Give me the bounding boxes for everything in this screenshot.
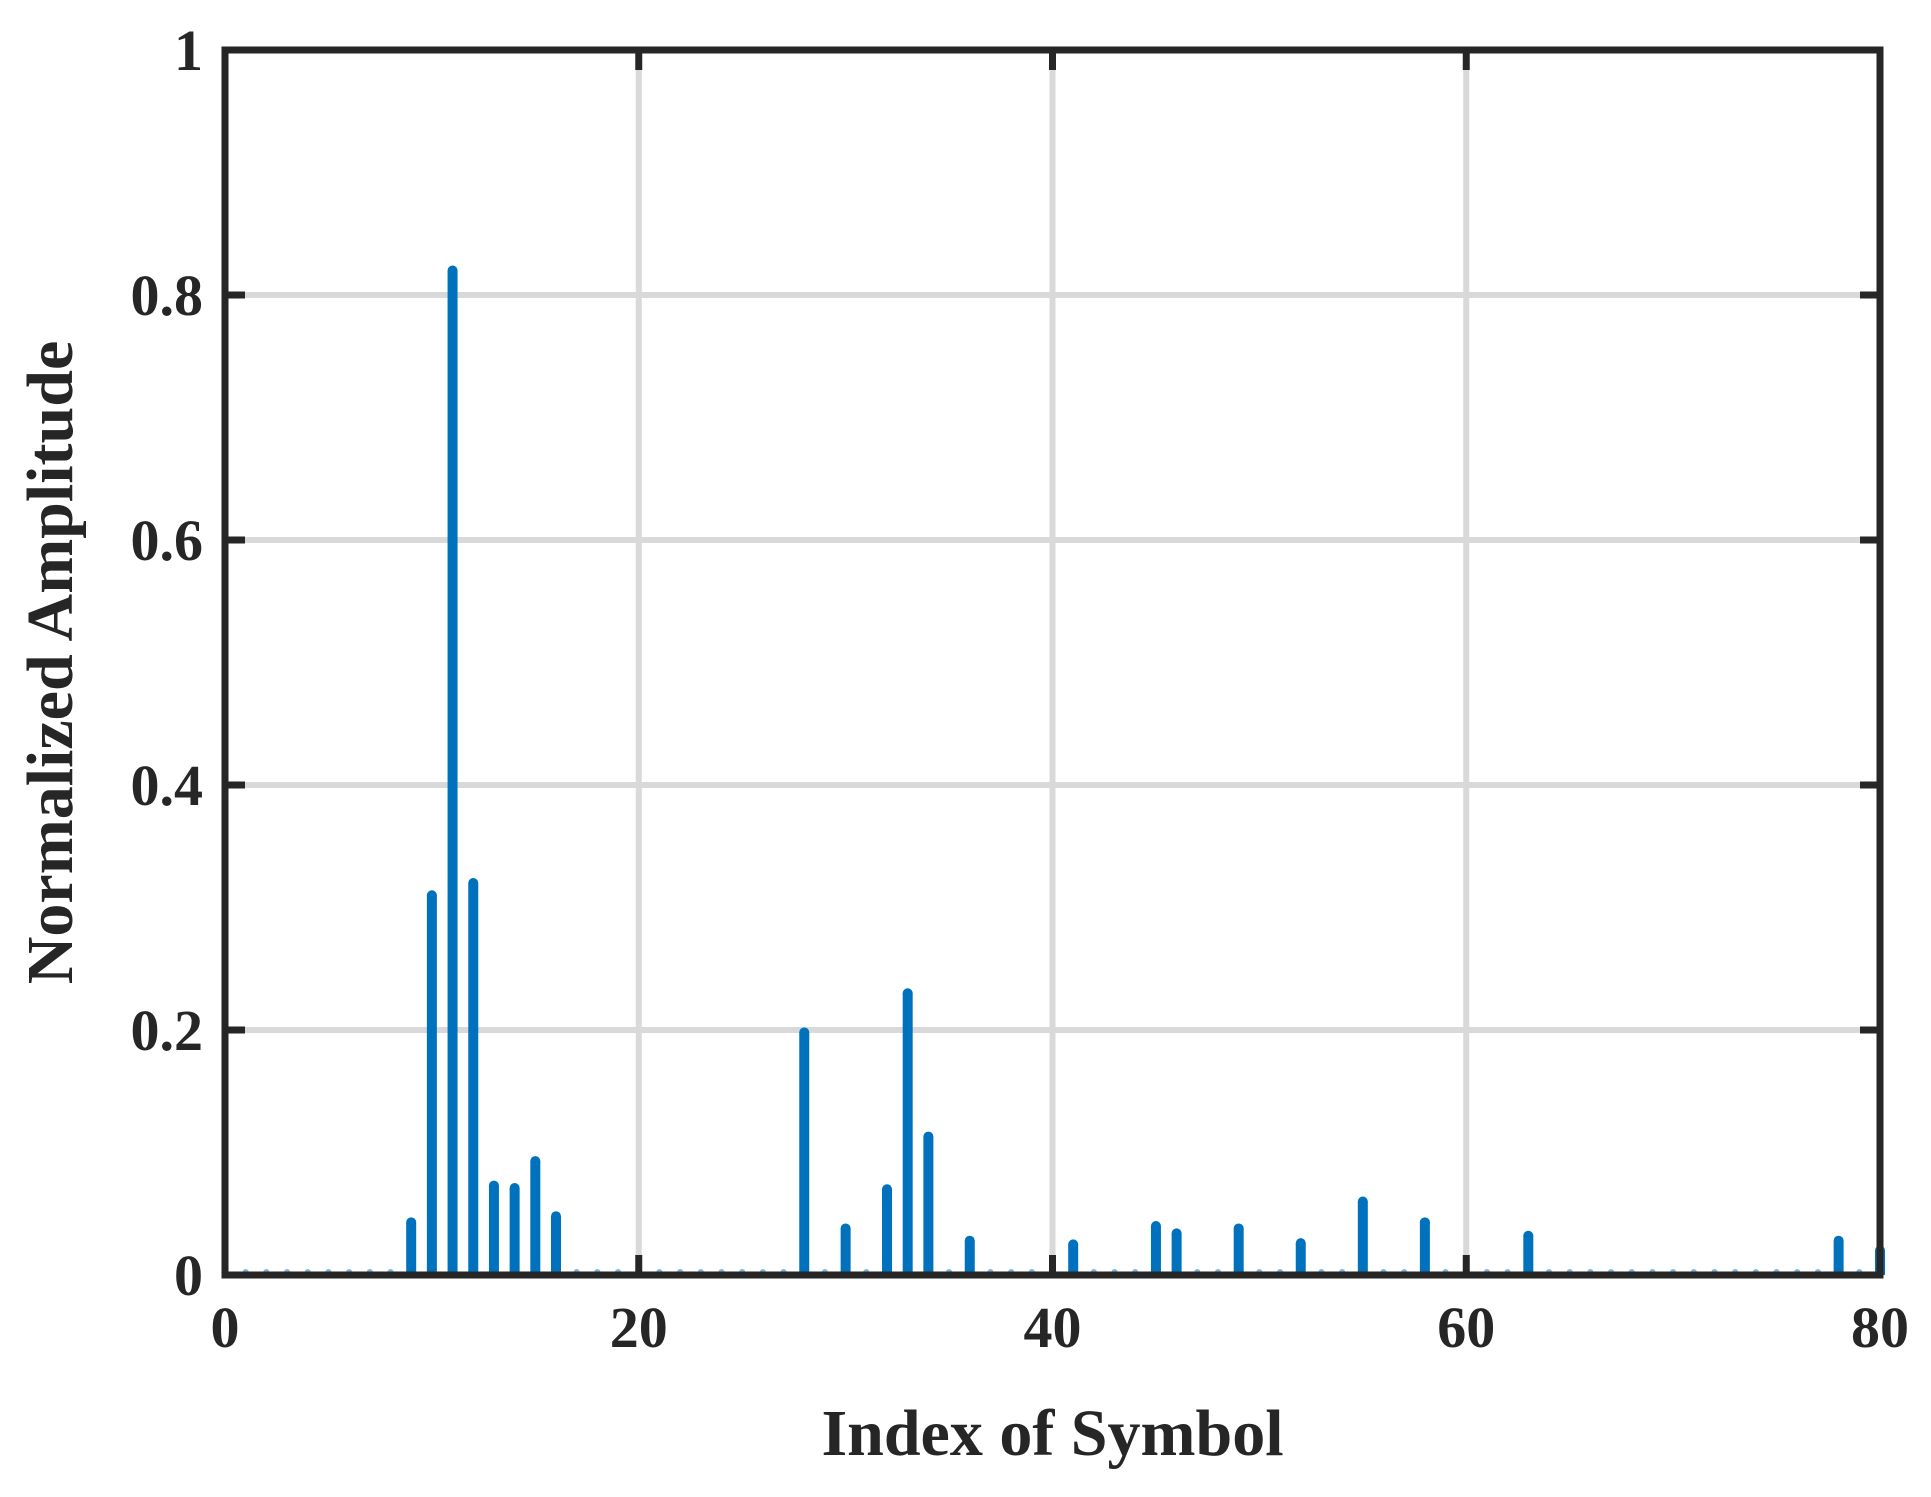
stem-marker-32 bbox=[882, 1184, 892, 1195]
stem-marker-14 bbox=[509, 1183, 520, 1194]
y-tick-label-4: 0.8 bbox=[131, 263, 204, 328]
x-tick-labels: 0 20 40 60 80 bbox=[211, 1295, 1910, 1360]
y-tick-label-5: 1 bbox=[174, 18, 203, 83]
stem-marker-45 bbox=[1150, 1221, 1161, 1231]
stem-series bbox=[406, 265, 1885, 1275]
y-tick-label-3: 0.6 bbox=[131, 508, 204, 573]
y-axis-label: Normalized Amplitude bbox=[14, 341, 87, 984]
stem-marker-52 bbox=[1295, 1238, 1306, 1249]
stem-marker-41 bbox=[1068, 1239, 1079, 1250]
stem-marker-30 bbox=[840, 1223, 851, 1234]
stem-marker-10 bbox=[426, 890, 437, 901]
grid-lines bbox=[225, 50, 1880, 1275]
x-tick-label-1: 20 bbox=[610, 1295, 668, 1360]
stem-marker-36 bbox=[964, 1235, 975, 1246]
stem-marker-11 bbox=[447, 265, 458, 276]
stem-marker-15 bbox=[530, 1156, 541, 1167]
y-tick-labels: 0 0.2 0.4 0.6 0.8 1 bbox=[131, 18, 204, 1308]
stem-marker-34 bbox=[923, 1131, 934, 1142]
stem-marker-16 bbox=[551, 1211, 561, 1222]
stem-marker-33 bbox=[902, 988, 913, 999]
x-axis-label: Index of Symbol bbox=[821, 1397, 1283, 1470]
stem-marker-78 bbox=[1833, 1235, 1844, 1246]
stem-marker-63 bbox=[1523, 1230, 1534, 1241]
stem-marker-58 bbox=[1419, 1217, 1430, 1228]
x-tick-label-0: 0 bbox=[211, 1295, 240, 1360]
x-tick-label-4: 80 bbox=[1851, 1295, 1909, 1360]
stem-marker-12 bbox=[468, 878, 479, 888]
stem-marker-55 bbox=[1357, 1196, 1368, 1207]
y-tick-label-1: 0.2 bbox=[131, 998, 204, 1063]
stem-marker-28 bbox=[799, 1027, 810, 1038]
stem-marker-49 bbox=[1233, 1223, 1244, 1234]
stem-marker-46 bbox=[1171, 1228, 1182, 1239]
stem-marker-9 bbox=[406, 1217, 417, 1228]
x-tick-label-3: 60 bbox=[1437, 1295, 1495, 1360]
axis-ticks bbox=[221, 46, 1884, 1279]
y-tick-label-0: 0 bbox=[174, 1243, 203, 1308]
x-tick-label-2: 40 bbox=[1024, 1295, 1082, 1360]
y-tick-label-2: 0.4 bbox=[131, 753, 204, 818]
stem-marker-13 bbox=[488, 1180, 499, 1191]
